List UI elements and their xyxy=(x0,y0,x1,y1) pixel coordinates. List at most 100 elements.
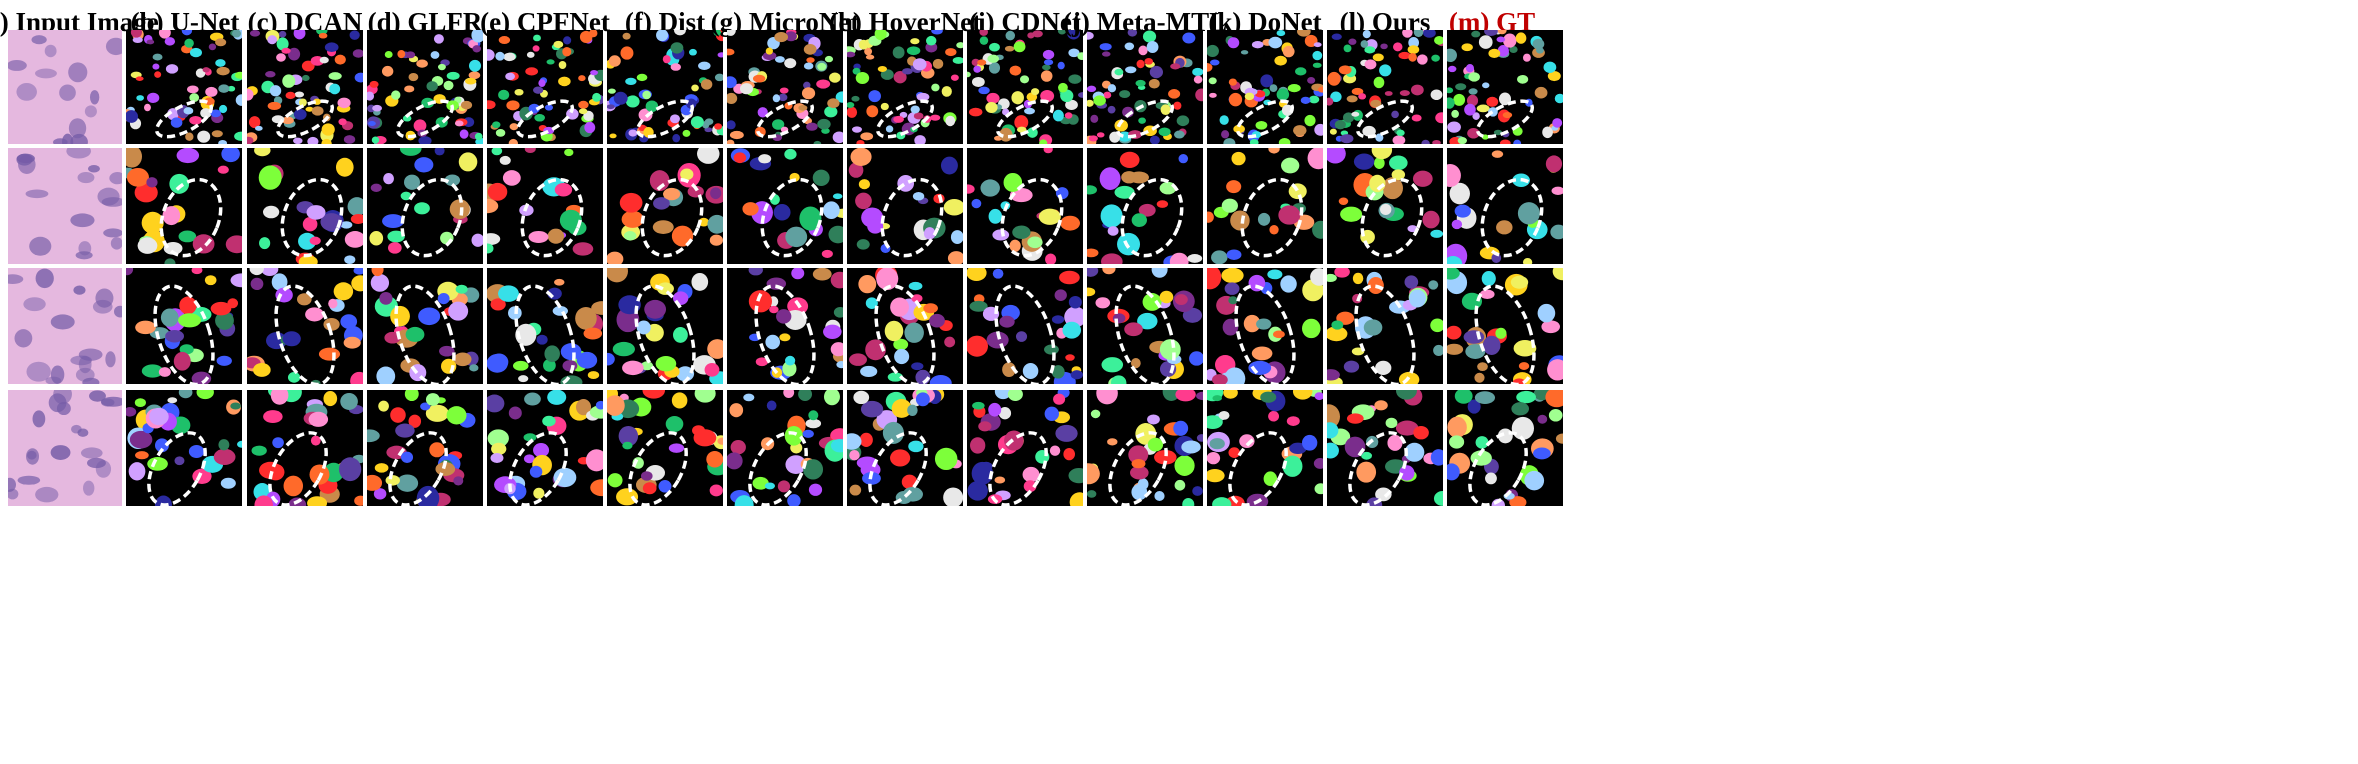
segmentation-panel xyxy=(607,268,723,384)
nucleus-instance xyxy=(609,133,617,139)
nucleus-instance xyxy=(801,87,816,100)
nucleus-instance xyxy=(652,220,674,234)
nucleus-instance xyxy=(1399,90,1410,97)
nucleus-instance xyxy=(1543,61,1557,73)
nucleus-instance xyxy=(418,136,432,144)
segmentation-panel xyxy=(367,148,483,264)
nucleus-instance xyxy=(234,71,242,79)
nucleus-instance xyxy=(132,36,143,43)
nucleus-instance xyxy=(126,110,139,123)
nucleus-instance xyxy=(890,449,911,467)
nucleus-instance xyxy=(803,44,817,55)
nucleus-instance xyxy=(1059,270,1080,285)
nucleus-instance xyxy=(372,104,382,112)
nucleus-instance xyxy=(752,476,769,490)
nucleus-instance xyxy=(1223,138,1236,144)
nucleus-instance xyxy=(1209,92,1217,98)
nucleus-instance xyxy=(1146,40,1159,54)
nucleus-instance xyxy=(727,120,736,130)
nucleus-instance xyxy=(1371,148,1393,160)
nucleus-instance xyxy=(191,268,203,275)
nucleus-instance xyxy=(734,495,754,506)
nucleus-instance xyxy=(847,102,855,108)
nucleus-instance xyxy=(799,206,822,231)
nucleus-instance xyxy=(1417,54,1428,65)
nucleus-instance xyxy=(733,152,747,164)
nucleus-instance xyxy=(847,106,858,118)
nucleus-instance xyxy=(885,125,894,133)
nucleus-stain xyxy=(105,351,116,368)
segmentation-panel xyxy=(1207,390,1323,506)
nucleus-instance xyxy=(623,231,637,241)
nucleus-instance xyxy=(1474,372,1485,383)
nucleus-instance xyxy=(323,317,340,331)
nucleus-instance xyxy=(1208,77,1217,85)
nucleus-instance xyxy=(1448,65,1457,73)
nucleus-instance xyxy=(1472,112,1480,120)
nucleus-instance xyxy=(1408,36,1419,49)
nucleus-instance xyxy=(472,45,482,53)
nucleus-instance xyxy=(471,30,483,43)
nucleus-instance xyxy=(968,107,983,117)
nucleus-instance xyxy=(1129,171,1149,184)
segmentation-panel xyxy=(1087,30,1203,144)
nucleus-stain xyxy=(68,118,87,139)
nucleus-instance xyxy=(672,133,681,143)
nucleus-instance xyxy=(884,320,904,342)
highlight-ellipse xyxy=(395,99,455,139)
nucleus-instance xyxy=(642,390,665,399)
nucleus-instance xyxy=(1009,188,1033,203)
nucleus-instance xyxy=(613,91,628,105)
nucleus-instance xyxy=(294,91,305,98)
nucleus-instance xyxy=(663,187,681,201)
nucleus-instance xyxy=(1099,167,1121,190)
nucleus-instance xyxy=(912,58,927,71)
nucleus-instance xyxy=(1327,326,1348,342)
nucleus-instance xyxy=(1364,46,1376,54)
segmentation-panel xyxy=(847,390,963,506)
nucleus-instance xyxy=(1207,451,1221,465)
nucleus-instance xyxy=(670,63,682,71)
nucleus-instance xyxy=(1173,101,1182,110)
nucleus-instance xyxy=(893,71,907,84)
nucleus-instance xyxy=(1230,210,1250,231)
highlight-ellipse xyxy=(640,177,704,258)
nucleus-instance xyxy=(1031,88,1040,96)
nucleus-instance xyxy=(1077,52,1083,60)
nucleus-instance xyxy=(271,273,288,291)
nucleus-instance xyxy=(1218,410,1230,420)
nucleus-instance xyxy=(866,105,879,118)
nucleus-instance xyxy=(1240,50,1249,55)
nucleus-instance xyxy=(1430,449,1443,466)
nucleus-instance xyxy=(255,125,263,131)
nucleus-instance xyxy=(433,34,444,44)
nucleus-instance xyxy=(338,118,347,126)
nucleus-instance xyxy=(1314,483,1323,495)
nucleus-instance xyxy=(1102,268,1116,275)
nucleus-instance xyxy=(806,57,815,63)
nucleus-instance xyxy=(514,88,524,96)
nucleus-instance xyxy=(1380,203,1392,216)
nucleus-instance xyxy=(399,148,422,156)
nucleus-stain xyxy=(75,251,93,260)
input-image-panel xyxy=(8,30,122,144)
nucleus-instance xyxy=(644,299,667,319)
nucleus-instance xyxy=(988,62,1001,74)
input-image-panel xyxy=(8,390,122,506)
nucleus-instance xyxy=(1257,212,1271,226)
nucleus-instance xyxy=(453,476,464,486)
nucleus-instance xyxy=(1260,74,1274,88)
segmentation-panel xyxy=(1207,148,1323,264)
nucleus-instance xyxy=(218,140,228,144)
nucleus-instance xyxy=(468,59,482,72)
nucleus-instance xyxy=(1068,48,1080,58)
nucleus-instance xyxy=(858,179,870,190)
nucleus-instance xyxy=(671,392,688,409)
nucleus-instance xyxy=(967,184,975,194)
nucleus-instance xyxy=(785,455,807,474)
nucleus-instance xyxy=(1078,92,1083,98)
highlight-ellipse xyxy=(1114,284,1176,384)
nucleus-instance xyxy=(515,323,537,346)
nucleus-instance xyxy=(1344,436,1366,458)
nucleus-instance xyxy=(824,106,838,118)
